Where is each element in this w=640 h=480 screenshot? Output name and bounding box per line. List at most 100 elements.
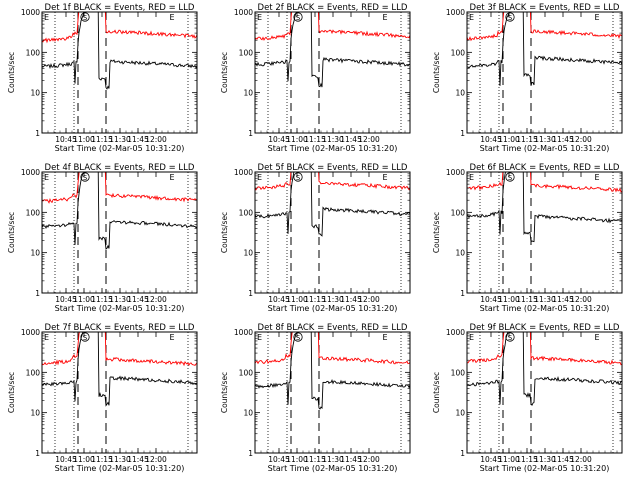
series-line-lld (255, 12, 410, 41)
x-tick-label: 11:30 (534, 135, 556, 144)
x-tick-label: 10:45 (55, 295, 77, 304)
series-line-events (467, 12, 622, 86)
x-tick-label: 11:30 (534, 295, 556, 304)
series-line-events (255, 172, 410, 237)
series-line-lld (255, 332, 410, 365)
x-tick-label: 11:30 (109, 455, 131, 464)
start-marker-circle (80, 172, 90, 182)
chart-title: Det 4f BLACK = Events, RED = LLD (45, 163, 195, 173)
y-tick-label: 1 (460, 449, 465, 458)
end-marker-label: E (382, 333, 387, 342)
y-tick-label: 10 (455, 89, 465, 98)
end-marker-label: E (169, 13, 174, 22)
x-axis-label: Start Time (02-Mar-05 10:31:20) (268, 304, 398, 313)
x-tick-label: 11:00 (286, 455, 308, 464)
plot-frame (254, 171, 411, 294)
series-group (255, 172, 410, 237)
y-tick-label: 10 (243, 89, 253, 98)
y-tick-label: 1 (248, 129, 253, 138)
y-tick-label: 1000 (234, 8, 253, 17)
y-tick-label: 100 (239, 48, 254, 57)
end-marker-label: E (382, 173, 387, 182)
x-tick-label: 11:00 (286, 135, 308, 144)
x-tick-label: 11:45 (127, 455, 149, 464)
start-marker-circle (505, 12, 515, 22)
y-tick-label: 100 (26, 368, 41, 377)
x-tick-label: 11:45 (552, 455, 574, 464)
start-marker-label: S (508, 14, 513, 22)
series-group (467, 332, 622, 407)
series-line-events (467, 172, 622, 243)
x-tick-label: 10:45 (268, 135, 290, 144)
series-line-lld (467, 172, 622, 193)
x-tick-label: 11:45 (340, 295, 362, 304)
series-line-lld (42, 332, 197, 367)
y-tick-label: 100 (26, 48, 41, 57)
y-tick-label: 1000 (234, 328, 253, 337)
y-tick-label: 1000 (446, 8, 465, 17)
x-tick-label: 12:00 (570, 135, 592, 144)
plot-frame (466, 171, 623, 294)
y-axis-label: Counts/sec (7, 52, 16, 93)
series-group (42, 12, 197, 90)
x-tick-label: 12:00 (358, 295, 380, 304)
x-tick-label: 11:15 (304, 135, 326, 144)
x-axis-label: Start Time (02-Mar-05 10:31:20) (480, 464, 610, 473)
series-line-events (255, 332, 410, 410)
plot-frame (41, 11, 198, 134)
x-tick-label: 11:30 (109, 295, 131, 304)
plot-frame (254, 331, 411, 454)
end-marker-label: E (44, 13, 49, 22)
x-tick-label: 11:00 (498, 455, 520, 464)
start-marker-label: S (508, 334, 513, 342)
x-tick-label: 11:15 (91, 455, 113, 464)
x-axis-label: Start Time (02-Mar-05 10:31:20) (268, 144, 398, 153)
y-tick-label: 10 (30, 409, 40, 418)
x-tick-label: 11:00 (498, 295, 520, 304)
y-tick-label: 100 (451, 208, 466, 217)
y-tick-label: 1000 (21, 8, 40, 17)
x-axis-label: Start Time (02-Mar-05 10:31:20) (55, 464, 185, 473)
y-tick-label: 10 (30, 249, 40, 258)
y-tick-label: 1 (248, 289, 253, 298)
x-axis-label: Start Time (02-Mar-05 10:31:20) (480, 304, 610, 313)
x-tick-label: 11:30 (322, 455, 344, 464)
y-axis-label: Counts/sec (220, 52, 229, 93)
y-tick-label: 100 (451, 368, 466, 377)
series-group (42, 332, 197, 407)
x-tick-label: 11:00 (73, 455, 95, 464)
start-marker-label: S (508, 174, 513, 182)
series-group (255, 332, 410, 410)
start-marker-label: S (83, 174, 88, 182)
x-tick-label: 12:00 (145, 135, 167, 144)
plot-frame (41, 171, 198, 294)
x-tick-label: 11:45 (127, 135, 149, 144)
series-group (467, 12, 622, 86)
series-line-events (42, 12, 197, 90)
x-tick-label: 11:45 (552, 295, 574, 304)
y-tick-label: 100 (451, 48, 466, 57)
x-tick-label: 11:00 (498, 135, 520, 144)
end-marker-label: E (44, 173, 49, 182)
start-marker-label: S (296, 14, 301, 22)
x-tick-label: 12:00 (145, 295, 167, 304)
y-tick-label: 100 (239, 208, 254, 217)
x-tick-label: 12:00 (570, 455, 592, 464)
y-axis-label: Counts/sec (7, 372, 16, 413)
chart-title: Det 7f BLACK = Events, RED = LLD (45, 323, 195, 333)
series-line-events (255, 12, 410, 88)
series-line-lld (467, 12, 622, 42)
y-axis-label: Counts/sec (432, 372, 441, 413)
y-tick-label: 1 (248, 449, 253, 458)
end-marker-label: E (382, 13, 387, 22)
start-marker-circle (505, 332, 515, 342)
x-tick-label: 11:45 (552, 135, 574, 144)
y-axis-label: Counts/sec (220, 212, 229, 253)
x-axis-label: Start Time (02-Mar-05 10:31:20) (268, 464, 398, 473)
x-tick-label: 12:00 (358, 455, 380, 464)
x-tick-label: 11:00 (73, 135, 95, 144)
